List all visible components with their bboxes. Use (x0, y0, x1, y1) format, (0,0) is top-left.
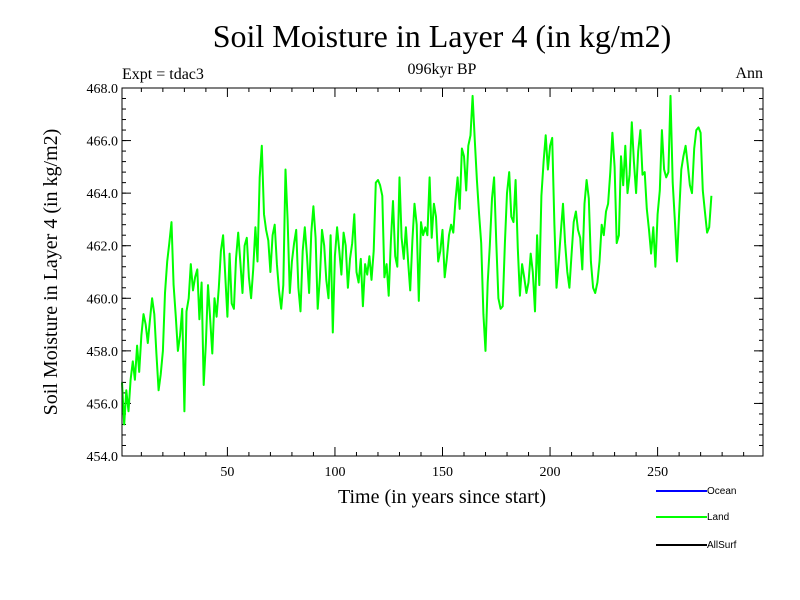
y-axis-ticks: 454.0 456.0 458.0 460.0 462.0 464.0 466.0 468.0 (87, 82, 763, 465)
x-tick-label: 200 (540, 465, 561, 480)
y-tick-label: 456.0 (87, 397, 119, 412)
y-tick-label: 458.0 (87, 345, 119, 360)
x-tick-label: 100 (324, 465, 345, 480)
x-axis-ticks: 50 100 150 200 250 (140, 88, 745, 480)
plot-lines (121, 94, 713, 426)
series-line-land (121, 94, 713, 426)
legend-label-land: Land (707, 512, 729, 523)
x-tick-label: 250 (647, 465, 668, 480)
y-tick-label: 454.0 (87, 450, 119, 465)
legend: Ocean Land AllSurf (656, 486, 737, 551)
legend-label-allsurf: AllSurf (707, 540, 737, 551)
x-axis-label: Time (in years since start) (338, 486, 546, 508)
chart-title: Soil Moisture in Layer 4 (in kg/m2) (213, 18, 672, 54)
legend-label-ocean: Ocean (707, 486, 736, 497)
season-label: Ann (735, 65, 763, 82)
y-axis-label: Soil Moisture in Layer 4 (in kg/m2) (40, 129, 62, 416)
y-tick-label: 460.0 (87, 292, 119, 307)
experiment-label: Expt = tdac3 (122, 66, 204, 83)
y-tick-label: 462.0 (87, 240, 119, 255)
y-tick-label: 466.0 (87, 135, 119, 150)
chart-subtitle: 096kyr BP (408, 61, 477, 78)
y-tick-label: 464.0 (87, 187, 119, 202)
x-tick-label: 150 (432, 465, 453, 480)
plot-frame (121, 87, 764, 457)
x-tick-label: 50 (220, 465, 234, 480)
y-tick-label: 468.0 (87, 82, 119, 97)
